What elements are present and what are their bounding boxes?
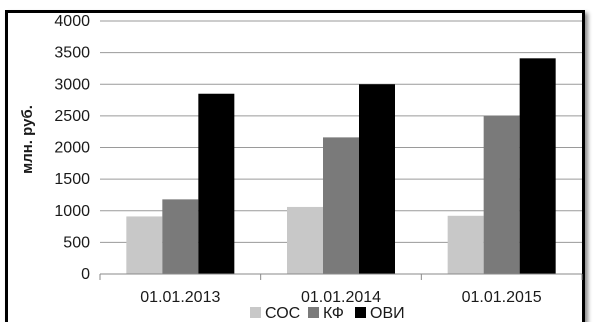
legend-swatch-КФ [308,307,319,318]
y-tick-label: 500 [63,234,90,251]
bar-КФ-01.01.2014 [323,137,359,274]
axes [99,273,583,280]
y-tick-label: 2500 [54,108,90,125]
y-tick-label: 0 [81,266,90,283]
y-tick-label: 4000 [54,13,90,30]
y-tick-label: 1000 [54,203,90,220]
legend-label-СОС: СОС [265,305,300,322]
legend-label-КФ: КФ [323,305,344,322]
bars [126,58,556,274]
x-tick-label: 01.01.2015 [462,289,542,306]
legend-label-ОВИ: ОВИ [370,305,405,322]
y-tick-label: 3000 [54,76,90,93]
bar-ОВИ-01.01.2014 [359,84,395,274]
y-tick-label: 1500 [54,171,90,188]
bar-СОС-01.01.2015 [447,215,484,274]
legend: СОС КФ ОВИ [250,305,405,322]
y-tick-label: 3500 [54,45,90,62]
labels: 0 500 1000 1500 2000 2500 3000 3500 4000 01.01.20… [19,13,542,306]
bar-СОС-01.01.2013 [126,216,163,274]
bar-ОВИ-01.01.2015 [519,58,556,274]
legend-swatch-СОС [250,307,261,318]
chart-border [5,10,585,322]
y-axis-label: млн. руб. [19,105,36,174]
bar-СОС-01.01.2014 [287,206,323,274]
bar-КФ-01.01.2015 [483,115,520,274]
bar-КФ-01.01.2013 [162,199,199,274]
x-tick-label: 01.01.2014 [301,289,381,306]
y-tick-label: 2000 [54,140,90,157]
x-tick-label: 01.01.2013 [140,289,220,306]
bar-ОВИ-01.01.2013 [198,93,235,274]
legend-swatch-ОВИ [355,307,366,318]
